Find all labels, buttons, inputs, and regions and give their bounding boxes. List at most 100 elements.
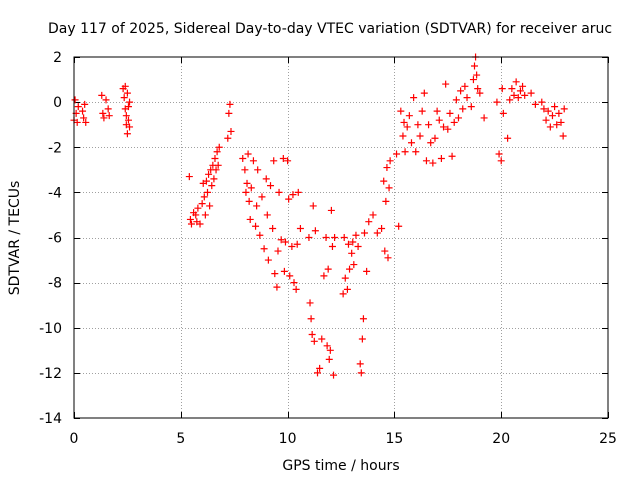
y-axis-label: SDTVAR / TECUs (7, 181, 23, 296)
y-tick-label: -8 (48, 276, 62, 292)
data-point (320, 272, 328, 280)
data-point (397, 107, 405, 115)
data-point (293, 240, 301, 248)
data-point (418, 107, 426, 115)
data-point (339, 290, 347, 298)
data-point (386, 157, 394, 165)
data-point (548, 112, 556, 120)
data-point (267, 182, 275, 190)
data-point (527, 89, 535, 97)
data-point (201, 211, 209, 219)
data-point (225, 109, 233, 117)
data-point (422, 157, 430, 165)
data-point (514, 94, 522, 102)
data-point (325, 355, 333, 363)
data-point (551, 103, 559, 111)
data-point (102, 96, 110, 104)
data-point (499, 109, 507, 117)
data-point (425, 121, 433, 129)
data-point (242, 188, 250, 196)
series-group (305, 157, 394, 379)
y-tick-label: -4 (48, 185, 62, 201)
data-point (476, 89, 484, 97)
data-point (309, 202, 317, 210)
data-point (323, 342, 331, 350)
data-point (294, 188, 302, 196)
data-point (244, 150, 252, 158)
data-point (263, 211, 271, 219)
data-point (253, 202, 261, 210)
data-point (227, 127, 235, 135)
data-point (416, 132, 424, 140)
data-point (310, 337, 318, 345)
data-point (373, 229, 381, 237)
data-point (260, 245, 268, 253)
series-group (70, 82, 134, 138)
data-point (264, 256, 272, 264)
data-point (399, 132, 407, 140)
data-point (249, 157, 257, 165)
y-tick-label: 2 (53, 50, 62, 66)
data-point (357, 369, 365, 377)
data-point (79, 107, 87, 115)
data-point (275, 188, 283, 196)
data-point (124, 103, 132, 111)
data-point (286, 272, 294, 280)
data-point (407, 139, 415, 147)
data-point (205, 170, 213, 178)
data-point (401, 148, 409, 156)
data-point (241, 166, 249, 174)
data-point (557, 118, 565, 126)
data-point (307, 315, 315, 323)
data-point (273, 283, 281, 291)
data-point (454, 114, 462, 122)
data-point (405, 112, 413, 120)
data-point (305, 234, 313, 241)
data-point (504, 134, 512, 142)
y-tick-label: -12 (39, 366, 62, 382)
data-point (369, 211, 377, 219)
data-point (344, 240, 352, 248)
y-tick-label: -2 (48, 140, 62, 156)
data-point (560, 105, 568, 113)
data-point (471, 62, 478, 70)
data-point (497, 157, 505, 165)
data-point (258, 193, 266, 201)
x-tick-label: 25 (599, 431, 617, 447)
data-point (196, 220, 204, 228)
data-point (350, 261, 358, 269)
data-point (516, 87, 524, 95)
data-point (363, 267, 371, 275)
data-point (381, 247, 389, 255)
data-point (328, 243, 336, 251)
x-tick-label: 5 (176, 431, 185, 447)
data-point (521, 91, 529, 99)
data-point (331, 234, 339, 241)
data-point (271, 270, 279, 278)
data-point (73, 118, 81, 126)
data-point (324, 265, 332, 273)
data-point (555, 109, 563, 117)
data-point (226, 100, 234, 108)
data-point (474, 85, 482, 93)
grid-lines (74, 57, 608, 418)
data-point (444, 125, 452, 133)
data-point (412, 148, 420, 156)
data-point (433, 107, 441, 115)
data-point (461, 82, 469, 90)
data-point (538, 98, 546, 106)
y-tick-label: -6 (48, 231, 62, 247)
data-point (245, 197, 253, 205)
data-point (80, 114, 88, 122)
series-group (393, 53, 488, 230)
data-point (546, 123, 554, 131)
data-point (246, 215, 254, 223)
data-point (429, 159, 437, 167)
data-point (74, 103, 82, 111)
data-point (208, 182, 216, 190)
data-point (277, 236, 285, 244)
data-point (495, 150, 503, 158)
x-tick-label: 20 (492, 431, 510, 447)
data-point (121, 82, 129, 90)
